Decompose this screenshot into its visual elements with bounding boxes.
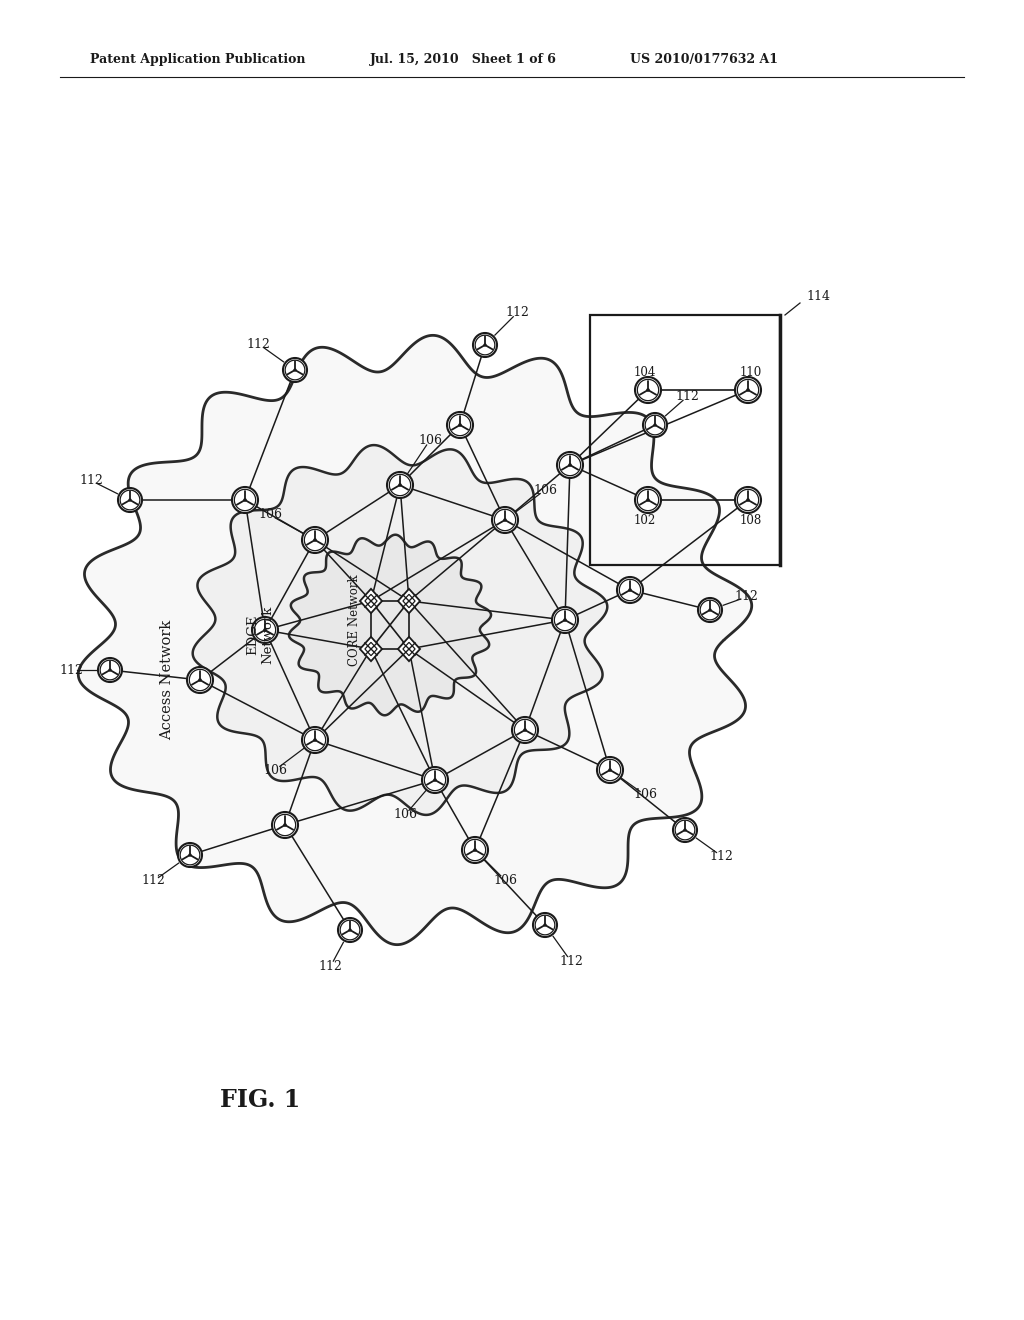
Text: Access Network: Access Network xyxy=(160,620,174,741)
Text: Jul. 15, 2010   Sheet 1 of 6: Jul. 15, 2010 Sheet 1 of 6 xyxy=(370,53,557,66)
Text: 112: 112 xyxy=(506,306,529,319)
Circle shape xyxy=(422,767,449,793)
Circle shape xyxy=(673,818,697,842)
Text: US 2010/0177632 A1: US 2010/0177632 A1 xyxy=(630,53,778,66)
Polygon shape xyxy=(289,535,492,715)
Circle shape xyxy=(348,928,351,932)
Circle shape xyxy=(188,853,191,857)
Text: 112: 112 xyxy=(710,850,733,862)
Circle shape xyxy=(735,378,761,403)
Bar xyxy=(590,315,780,565)
Circle shape xyxy=(473,333,497,356)
Polygon shape xyxy=(398,589,420,614)
Circle shape xyxy=(635,378,662,403)
Text: 112: 112 xyxy=(318,960,342,973)
Text: 106: 106 xyxy=(534,483,557,496)
Text: 114: 114 xyxy=(806,290,830,304)
Circle shape xyxy=(635,487,662,513)
Circle shape xyxy=(568,463,571,467)
Circle shape xyxy=(557,451,583,478)
Circle shape xyxy=(313,539,316,541)
Polygon shape xyxy=(360,589,382,614)
Polygon shape xyxy=(78,335,752,945)
Circle shape xyxy=(534,913,557,937)
Circle shape xyxy=(523,729,526,731)
Text: 112: 112 xyxy=(59,664,83,676)
Circle shape xyxy=(243,498,247,502)
Circle shape xyxy=(293,368,297,372)
Text: 106: 106 xyxy=(493,874,517,887)
Circle shape xyxy=(272,812,298,838)
Circle shape xyxy=(199,678,202,682)
Circle shape xyxy=(643,413,667,437)
Circle shape xyxy=(512,717,538,743)
Text: 110: 110 xyxy=(740,366,762,379)
Circle shape xyxy=(338,917,362,942)
Text: 112: 112 xyxy=(141,874,166,887)
Circle shape xyxy=(746,388,750,392)
Text: 106: 106 xyxy=(418,433,442,446)
Circle shape xyxy=(302,727,328,752)
Circle shape xyxy=(128,499,132,502)
Circle shape xyxy=(608,768,611,772)
Circle shape xyxy=(302,527,328,553)
Circle shape xyxy=(646,498,650,502)
Circle shape xyxy=(628,589,632,591)
Circle shape xyxy=(597,756,623,783)
Circle shape xyxy=(252,616,278,643)
Text: EDGE
Network: EDGE Network xyxy=(246,606,274,664)
Polygon shape xyxy=(398,636,420,661)
Text: FIG. 1: FIG. 1 xyxy=(220,1088,300,1111)
Text: Patent Application Publication: Patent Application Publication xyxy=(90,53,305,66)
Circle shape xyxy=(283,358,307,381)
Circle shape xyxy=(398,483,401,487)
Text: 102: 102 xyxy=(634,513,656,527)
Circle shape xyxy=(483,343,486,347)
Circle shape xyxy=(458,424,462,426)
Circle shape xyxy=(552,607,578,634)
Circle shape xyxy=(473,849,477,851)
Text: 112: 112 xyxy=(79,474,103,487)
Text: 106: 106 xyxy=(263,763,287,776)
Circle shape xyxy=(709,609,712,611)
Text: 104: 104 xyxy=(634,366,656,379)
Circle shape xyxy=(563,618,567,622)
Circle shape xyxy=(617,577,643,603)
Circle shape xyxy=(503,519,507,521)
Text: CORE Network: CORE Network xyxy=(348,574,361,665)
Circle shape xyxy=(232,487,258,513)
Circle shape xyxy=(683,829,687,832)
Text: 112: 112 xyxy=(559,954,583,968)
Circle shape xyxy=(284,824,287,826)
Circle shape xyxy=(118,488,142,512)
Circle shape xyxy=(492,507,518,533)
Circle shape xyxy=(447,412,473,438)
Text: 112: 112 xyxy=(247,338,270,351)
Text: 106: 106 xyxy=(258,508,282,521)
Text: 112: 112 xyxy=(734,590,759,603)
Circle shape xyxy=(313,738,316,742)
Circle shape xyxy=(98,657,122,682)
Circle shape xyxy=(646,388,650,392)
Polygon shape xyxy=(193,445,607,814)
Circle shape xyxy=(698,598,722,622)
Circle shape xyxy=(746,498,750,502)
Circle shape xyxy=(187,667,213,693)
Circle shape xyxy=(735,487,761,513)
Circle shape xyxy=(433,779,437,781)
Circle shape xyxy=(109,668,112,672)
Circle shape xyxy=(653,424,656,426)
Circle shape xyxy=(544,923,547,927)
Circle shape xyxy=(178,843,202,867)
Circle shape xyxy=(387,473,413,498)
Circle shape xyxy=(263,628,267,632)
Circle shape xyxy=(462,837,488,863)
Text: 108: 108 xyxy=(740,513,762,527)
Text: 106: 106 xyxy=(633,788,657,801)
Text: 106: 106 xyxy=(393,808,417,821)
Text: 112: 112 xyxy=(676,389,699,403)
Polygon shape xyxy=(360,636,382,661)
